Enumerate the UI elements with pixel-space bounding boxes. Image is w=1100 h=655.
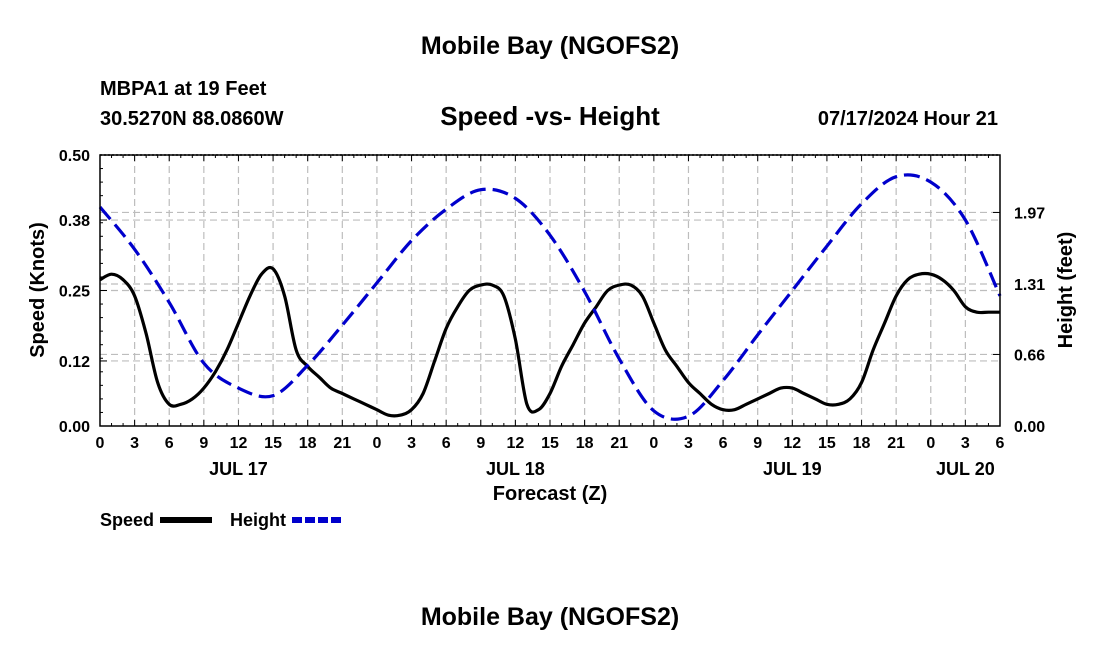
x-tick-label: 12 [230, 435, 248, 452]
x-tick-label: 12 [783, 435, 801, 452]
y-tick-label: 0.25 [59, 284, 90, 301]
x-tick-label: 6 [996, 435, 1005, 452]
grid [100, 154, 1000, 426]
y2-tick-label: 1.97 [1014, 205, 1045, 222]
plot-frame [99, 154, 1001, 427]
x-day-label: JUL 18 [486, 459, 545, 479]
x-day-label: JUL 17 [209, 459, 268, 479]
page-title-bottom: Mobile Bay (NGOFS2) [421, 603, 679, 631]
x-tick-label: 6 [442, 435, 451, 452]
x-tick-label: 9 [199, 435, 208, 452]
x-tick-label: 12 [506, 435, 524, 452]
x-tick-label: 15 [264, 435, 282, 452]
x-tick-label: 18 [576, 435, 594, 452]
y-axis-title: Speed (Knots) [27, 222, 49, 358]
x-tick-label: 9 [753, 435, 762, 452]
x-tick-label: 3 [407, 435, 416, 452]
y-tick-label: 0.00 [59, 419, 90, 436]
axis-ticks: 0 3 6 9 12 15 18 21 0 3 6 9 12 15 18 21 0 3 6 9 12 15 18 21 0 3 6J… [59, 148, 1045, 479]
series-line-speed [99, 265, 1000, 418]
x-tick-label: 15 [541, 435, 559, 452]
series-line-height [98, 173, 1002, 421]
x-day-label: JUL 20 [936, 459, 995, 479]
x-tick-label: 0 [926, 435, 935, 452]
x-tick-label: 0 [96, 435, 105, 452]
x-day-label: JUL 19 [763, 459, 822, 479]
x-tick-label: 0 [649, 435, 658, 452]
x-tick-label: 18 [853, 435, 871, 452]
station-label: MBPA1 at 19 Feet [100, 78, 267, 100]
page-title-top: Mobile Bay (NGOFS2) [421, 32, 679, 60]
y2-axis-title: Height (feet) [1055, 232, 1077, 349]
x-tick-label: 21 [610, 435, 628, 452]
x-tick-label: 3 [961, 435, 970, 452]
y2-tick-label: 0.66 [1014, 347, 1045, 364]
y-tick-label: 0.38 [59, 213, 90, 230]
x-tick-label: 6 [719, 435, 728, 452]
y2-tick-label: 1.31 [1014, 277, 1045, 294]
legend-label-height: Height [230, 510, 286, 530]
y-tick-label: 0.12 [59, 354, 90, 371]
legend: Speed Height [100, 510, 343, 530]
x-axis-title: Forecast (Z) [493, 483, 607, 505]
y2-tick-label: 0.00 [1014, 419, 1045, 436]
x-tick-label: 9 [476, 435, 485, 452]
x-tick-label: 0 [372, 435, 381, 452]
x-tick-label: 21 [333, 435, 351, 452]
legend-label-speed: Speed [100, 510, 154, 530]
chart-subtitle: Speed -vs- Height [440, 101, 660, 131]
y-tick-label: 0.50 [59, 148, 90, 165]
x-tick-label: 21 [887, 435, 905, 452]
datetime-label: 07/17/2024 Hour 21 [818, 108, 998, 130]
series-lines [98, 173, 1002, 421]
x-tick-label: 6 [165, 435, 174, 452]
x-tick-label: 3 [130, 435, 139, 452]
x-tick-label: 3 [684, 435, 693, 452]
x-tick-label: 18 [299, 435, 317, 452]
coords-label: 30.5270N 88.0860W [100, 108, 284, 130]
x-tick-label: 15 [818, 435, 836, 452]
